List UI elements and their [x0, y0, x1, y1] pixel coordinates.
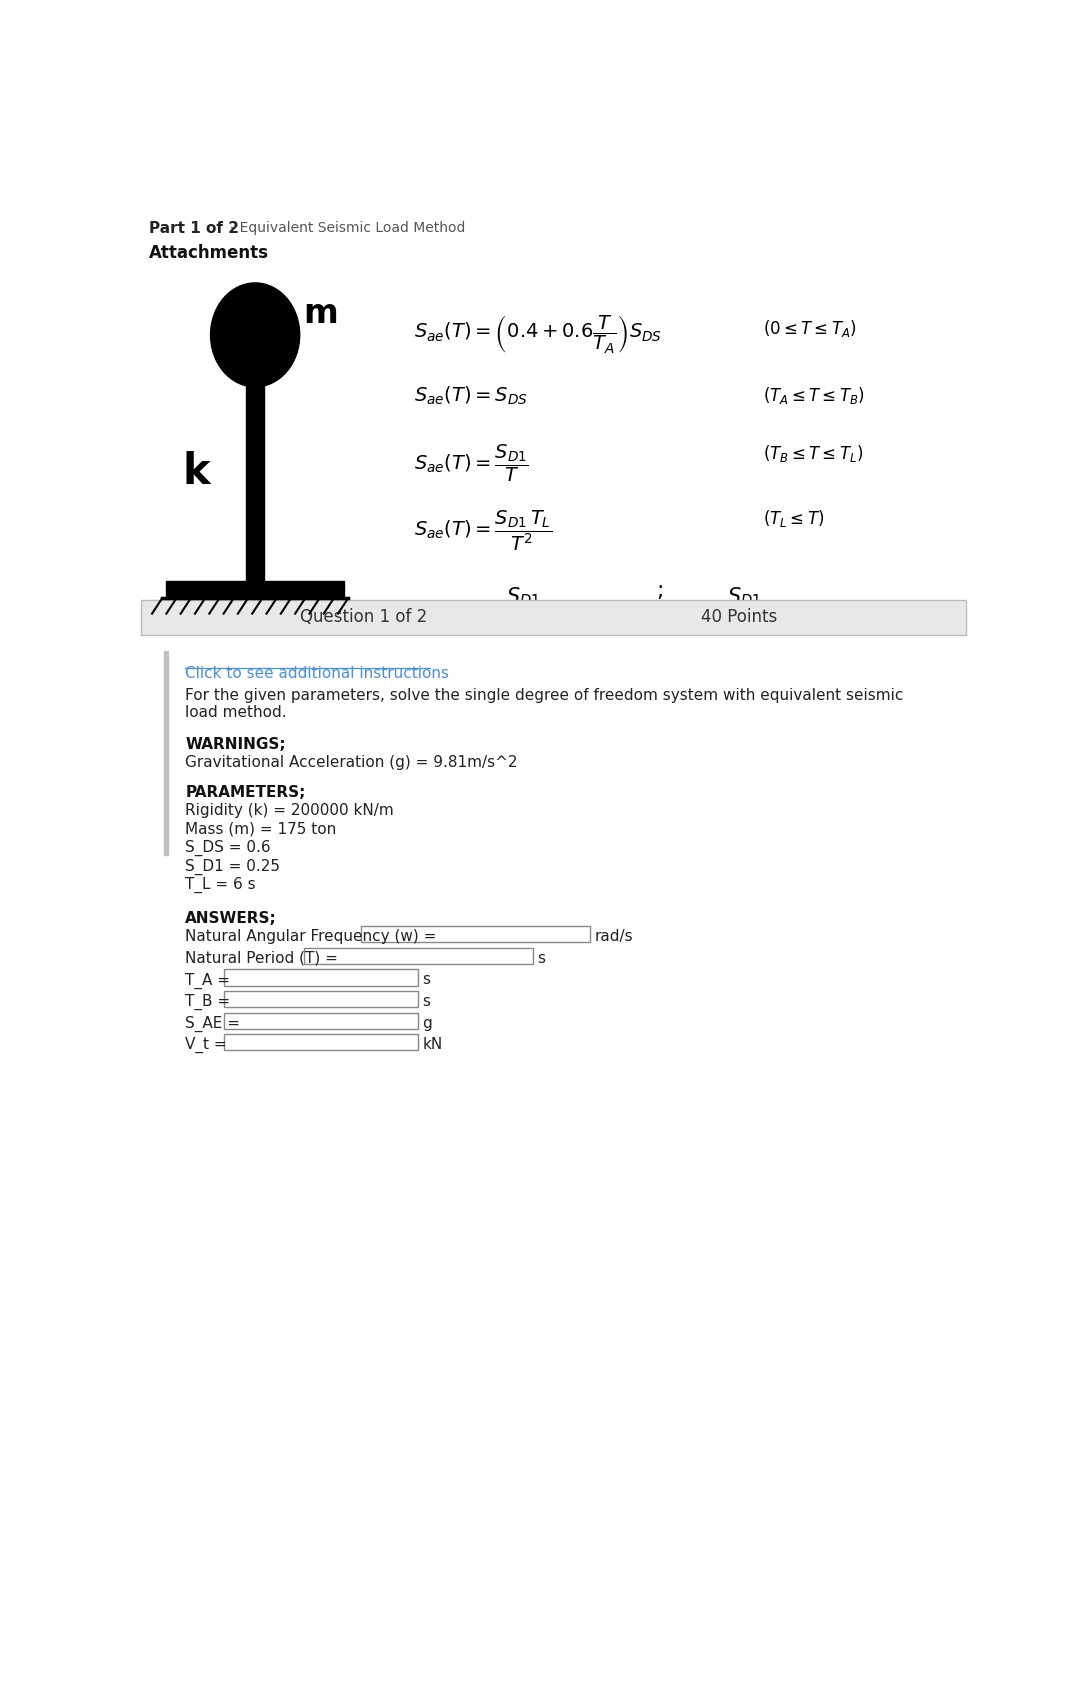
Text: WARNINGS;: WARNINGS; [186, 736, 286, 751]
Text: ANSWERS;: ANSWERS; [186, 911, 278, 927]
Bar [362, 927, 590, 942]
Text: T_B =: T_B = [186, 994, 230, 1010]
Text: Natural Period (T) =: Natural Period (T) = [186, 950, 338, 966]
Text: s: s [422, 994, 431, 1010]
Text: - Equivalent Seismic Load Method: - Equivalent Seismic Load Method [227, 221, 465, 235]
Bar [225, 991, 418, 1006]
Bar [246, 386, 265, 581]
Text: Mass (m) = 175 ton: Mass (m) = 175 ton [186, 821, 337, 836]
Text: $T_B = \dfrac{S_{D1}}{S_{DS}}$: $T_B = \dfrac{S_{D1}}{S_{DS}}$ [677, 585, 762, 634]
Text: V_t =: V_t = [186, 1037, 227, 1054]
Text: T_A =: T_A = [186, 972, 230, 989]
Text: $(T_B \leq T \leq T_L)$: $(T_B \leq T \leq T_L)$ [762, 442, 863, 464]
Text: m: m [303, 298, 338, 330]
Text: load method.: load method. [186, 704, 287, 719]
Bar [303, 949, 532, 964]
Text: Gravitational Acceleration (g) = 9.81m/s^2: Gravitational Acceleration (g) = 9.81m/s… [186, 755, 518, 770]
Text: $S_{ae}(T) = S_{DS}$: $S_{ae}(T) = S_{DS}$ [414, 384, 528, 408]
Bar [166, 581, 345, 597]
Text: kN: kN [422, 1037, 443, 1052]
Text: $;$: $;$ [656, 581, 663, 602]
Text: S_AE =: S_AE = [186, 1015, 241, 1032]
Text: s: s [422, 972, 431, 988]
Text: $S_{ae}(T) = \dfrac{S_{D1}}{T}$: $S_{ae}(T) = \dfrac{S_{D1}}{T}$ [414, 442, 529, 484]
Text: k: k [183, 450, 211, 493]
Text: For the given parameters, solve the single degree of freedom system with equival: For the given parameters, solve the sing… [186, 687, 904, 702]
Text: 40 Points: 40 Points [701, 609, 778, 627]
Text: $S_{ae}(T) = \dfrac{S_{D1}\,T_L}{T^2}$: $S_{ae}(T) = \dfrac{S_{D1}\,T_L}{T^2}$ [414, 508, 552, 552]
Ellipse shape [211, 282, 299, 388]
Text: Attachments: Attachments [149, 245, 269, 262]
Text: S_D1 = 0.25: S_D1 = 0.25 [186, 858, 281, 876]
Text: g: g [422, 1015, 432, 1030]
Text: $T_A = 0.2\,\dfrac{S_{D1}}{S_{DS}}$: $T_A = 0.2\,\dfrac{S_{D1}}{S_{DS}}$ [422, 585, 542, 634]
Text: $(0 \leq T \leq T_A)$: $(0 \leq T \leq T_A)$ [762, 318, 856, 338]
Text: $(T_A \leq T \leq T_B)$: $(T_A \leq T \leq T_B)$ [762, 384, 865, 406]
Text: Natural Angular Frequency (w) =: Natural Angular Frequency (w) = [186, 930, 436, 944]
Text: Rigidity (k) = 200000 kN/m: Rigidity (k) = 200000 kN/m [186, 802, 394, 818]
Text: Click to see additional instructions: Click to see additional instructions [186, 666, 449, 682]
Text: S_DS = 0.6: S_DS = 0.6 [186, 840, 271, 857]
Text: $S_{ae}(T) = \left(0.4+0.6\dfrac{T}{T_A}\right)S_{DS}$: $S_{ae}(T) = \left(0.4+0.6\dfrac{T}{T_A}… [414, 313, 662, 355]
Bar [225, 1013, 418, 1028]
Bar [164, 651, 168, 855]
Text: s: s [537, 950, 545, 966]
Text: Question 1 of 2: Question 1 of 2 [300, 609, 428, 627]
Bar [141, 600, 966, 636]
Text: PARAMETERS;: PARAMETERS; [186, 785, 306, 801]
Text: Part 1 of 2: Part 1 of 2 [149, 221, 239, 236]
Text: rad/s: rad/s [595, 930, 633, 944]
Bar [225, 969, 418, 986]
Bar [225, 1034, 418, 1051]
Text: $(T_L \leq T)$: $(T_L \leq T)$ [762, 508, 824, 529]
Text: T_L = 6 s: T_L = 6 s [186, 877, 256, 893]
